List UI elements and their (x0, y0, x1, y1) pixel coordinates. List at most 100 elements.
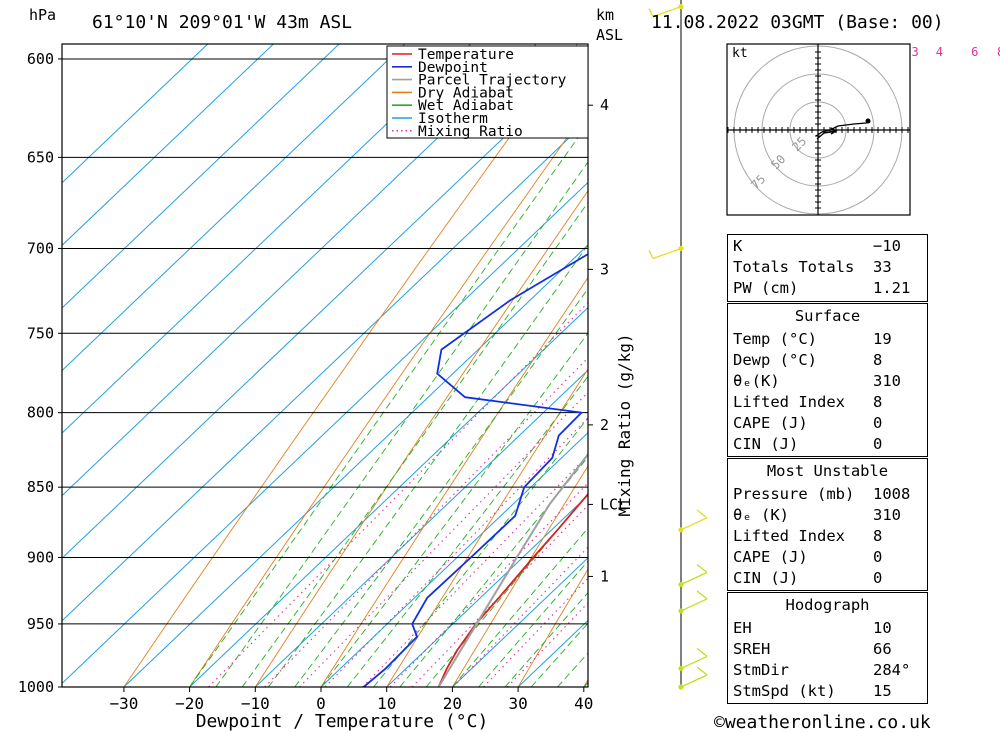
dry-adiabat-line (452, 465, 588, 687)
datetime-title: 11.08.2022 03GMT (Base: 00) (651, 12, 944, 33)
mixing-ratio-label: 4 (936, 45, 943, 59)
hodograph-title: Hodograph (785, 596, 870, 614)
legend-label: Wet Adiabat (418, 98, 514, 114)
temperature-tick-label: 30 (508, 694, 527, 713)
mixing-ratio-axis-title: Mixing Ratio (g/kg) (615, 333, 634, 516)
hodograph-trace-end (816, 132, 825, 140)
storm-motion-arrow (823, 127, 838, 135)
temperature-tick-label: 10 (377, 694, 396, 713)
wind-barbs (648, 0, 708, 690)
temperature-tick-label: −30 (109, 694, 138, 713)
temperature-tick-label: 40 (574, 694, 593, 713)
index-row: K −10 (733, 237, 901, 255)
wet-adiabat-line (215, 161, 588, 687)
most-unstable-row: Lifted Index 8 (733, 527, 883, 545)
height-tick-label: 3 (600, 260, 609, 278)
most-unstable-row: CAPE (J) 0 (733, 548, 883, 566)
pressure-axis: 3003504004505005506006507007508008509009… (18, 50, 62, 696)
hodograph-row: SREH 66 (733, 640, 892, 658)
wind-barb-shaft (648, 247, 682, 260)
wind-barb (680, 563, 708, 586)
wind-barb (648, 247, 682, 260)
legend-label: Isotherm (418, 111, 488, 127)
surface-row: Temp (°C) 19 (733, 330, 892, 348)
wind-barb-dot (678, 245, 684, 252)
legend-label: Parcel Trajectory (418, 73, 567, 89)
right-unit-asl: ASL (596, 26, 623, 44)
pressure-tick-label: 1000 (18, 678, 54, 696)
wind-barb-shaft (648, 6, 682, 18)
temperature-tick-label: 20 (443, 694, 462, 713)
pressure-tick-label: 800 (27, 404, 54, 422)
hodograph-row: StmDir 284° (733, 661, 911, 679)
temperature-tick-label: 0 (316, 694, 326, 713)
series-temperature (437, 492, 588, 687)
wind-barb-shaft (680, 590, 708, 612)
right-unit-km: km (596, 6, 614, 24)
isotherm-line (123, 244, 588, 687)
height-tick-label: 4 (600, 96, 609, 114)
wind-barb-shaft (680, 647, 708, 670)
mixing-ratio-label: 8 (997, 45, 1000, 59)
pressure-tick-label: 700 (27, 239, 54, 257)
plot-frame (61, 43, 589, 688)
index-row: Totals Totals 33 (733, 258, 892, 276)
wind-barb (680, 647, 708, 670)
wet-adiabat-line (241, 201, 588, 687)
legend-label: Dry Adiabat (418, 85, 514, 101)
height-tick-label: 1 (600, 567, 609, 585)
dry-adiabat-line (320, 276, 588, 687)
hodograph-trace (815, 121, 871, 137)
legend-label: Mixing Ratio (418, 124, 523, 140)
wet-adiabat-line (294, 287, 588, 687)
dry-adiabat-line (978, 0, 1000, 687)
series-parcel-trajectory (437, 452, 588, 687)
temperature-axis: −30 −20 −10 0 10 20 30 40 (109, 687, 593, 713)
isotherm-line (62, 56, 588, 559)
surface-row: CIN (J) 0 (733, 435, 883, 453)
wet-adiabat-line (189, 122, 588, 687)
mixing-ratio-label: 6 (971, 45, 978, 59)
isotherm-line (189, 306, 588, 687)
legend-label: Dewpoint (418, 60, 488, 76)
most-unstable-row: θₑ (K) 310 (733, 506, 901, 524)
wind-barb-shaft (680, 509, 708, 531)
most-unstable-table: Most Unstable Pressure (mb) 1008 θₑ (K) 31… (727, 458, 928, 591)
wet-adiabat-line (320, 332, 588, 687)
left-unit-label: hPa (29, 6, 56, 24)
legend-box (386, 45, 589, 139)
wind-barb-shaft (680, 666, 708, 688)
wet-adiabat-line (268, 244, 588, 687)
isotherm-line (62, 119, 588, 622)
surface-table: Surface Temp (°C) 19 Dewp (°C) 8 θₑ(K) 310 … (727, 303, 928, 457)
wind-barb-shaft (680, 563, 708, 586)
pressure-tick-label: 750 (27, 324, 54, 342)
surface-row: CAPE (J) 0 (733, 414, 883, 432)
hodograph-unit: kt (732, 46, 748, 61)
surface-row: Lifted Index 8 (733, 393, 883, 411)
pressure-tick-label: 900 (27, 548, 54, 566)
index-row: PW (cm) 1.21 (733, 279, 911, 297)
pressure-tick-label: 600 (27, 50, 54, 68)
mixing-ratio-label: 3 (912, 45, 919, 59)
legend-label: Temperature (418, 47, 514, 63)
chart-series (363, 253, 588, 687)
most-unstable-row: Pressure (mb) 1008 (733, 485, 911, 503)
height-tick-label: 2 (600, 416, 609, 434)
hodograph-row: EH 10 (733, 619, 892, 637)
temperature-tick-label: −10 (241, 694, 270, 713)
isotherm-line (62, 44, 537, 497)
dry-adiabat-line (254, 190, 588, 687)
isotherm-line (320, 432, 588, 687)
isotherm-line (62, 181, 588, 685)
wet-adiabat-line (346, 375, 588, 687)
wind-barb-dot (678, 665, 684, 672)
hodograph-point (865, 118, 871, 124)
height-tick-label: LCL (600, 495, 627, 513)
pressure-tick-label: 650 (27, 148, 54, 166)
surface-row: Dewp (°C) 8 (733, 351, 883, 369)
hodograph-table: Hodograph EH 10 SREH 66 StmDir 284° StmSpd … (727, 592, 928, 704)
wet-adiabat-line (452, 527, 588, 687)
